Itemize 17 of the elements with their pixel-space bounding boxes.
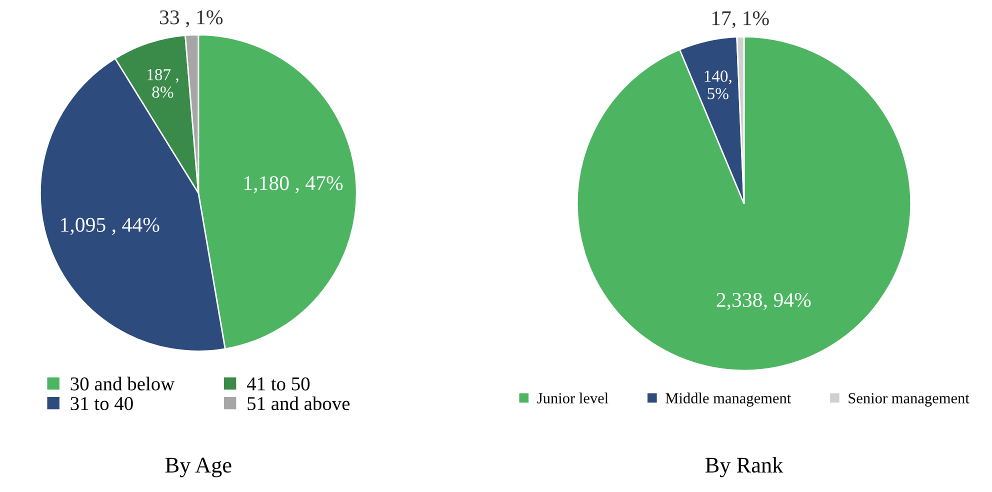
text: By Age bbox=[165, 458, 232, 478]
data-label: 187 , 8% bbox=[148, 69, 178, 98]
text: By Rank bbox=[705, 457, 784, 478]
legend-label: Middle management bbox=[666, 392, 792, 407]
data-label: 140, 5% bbox=[704, 70, 732, 100]
data-label: 33 , 1% bbox=[160, 10, 223, 28]
legend-label: 31 to 40 bbox=[70, 397, 133, 410]
data-label: 2,338, 94% bbox=[716, 292, 811, 310]
legend-label: 51 and above bbox=[248, 396, 350, 410]
data-label: 1,180 , 47% bbox=[244, 176, 343, 194]
data-label: 1,095 , 44% bbox=[61, 218, 160, 235]
legend-label: 30 and below bbox=[70, 376, 175, 390]
legend-label: Senior management bbox=[848, 393, 970, 407]
pie-slice bbox=[576, 36, 912, 372]
legend-label: 41 to 50 bbox=[246, 377, 310, 390]
data-label: 17, 1% bbox=[712, 11, 769, 28]
legend-label: Junior level bbox=[537, 392, 608, 404]
